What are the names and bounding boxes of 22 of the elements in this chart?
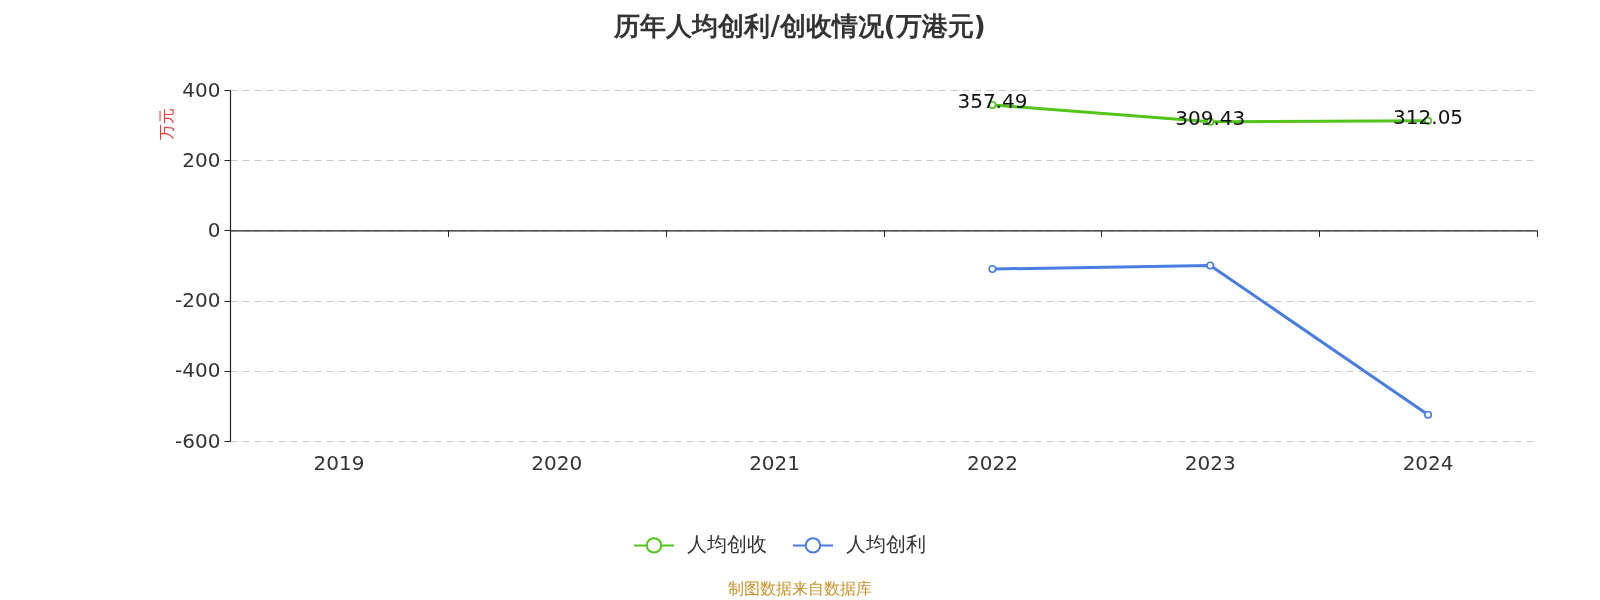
x-tick-label: 2020 [531, 450, 583, 475]
y-tick-label: 200 [182, 147, 221, 172]
legend-label: 人均创利 [846, 532, 926, 557]
legend-label: 人均创收 [687, 532, 767, 557]
x-tick-label: 2021 [749, 450, 801, 475]
y-tick-label: -200 [175, 288, 221, 313]
x-tick-label: 2024 [1402, 450, 1454, 475]
data-label: 312.05 [1393, 104, 1464, 129]
x-tick-label: 2023 [1184, 450, 1236, 475]
y-tick-label: 400 [182, 77, 221, 102]
data-label: 357.49 [957, 88, 1028, 113]
x-tick-label: 2022 [966, 450, 1018, 475]
point [988, 264, 997, 274]
text: 制图数据来自数据库 [728, 579, 872, 598]
chart-title: 历年人均创利/创收情况(万港元) [613, 11, 986, 41]
y-tick-label: -400 [175, 358, 221, 383]
y-axis-title: 万元 [156, 107, 176, 140]
x-tick-label: 2019 [313, 450, 365, 475]
point [1424, 410, 1433, 419]
point [1206, 261, 1215, 270]
y-tick-label: 0 [207, 217, 221, 242]
y-tick-label: -600 [175, 428, 221, 453]
